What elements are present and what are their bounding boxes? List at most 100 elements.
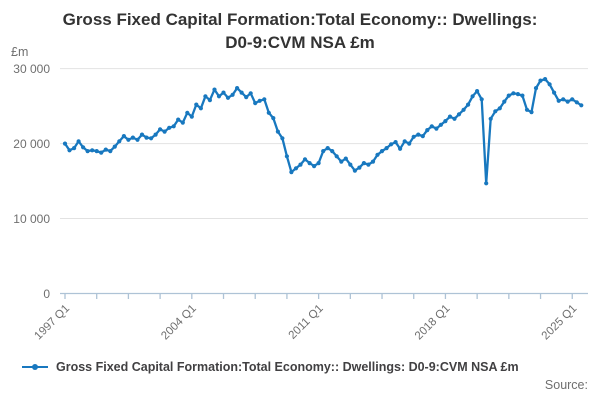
data-point [221, 90, 226, 95]
chart-svg: 0 10 000 20 000 30 000 £m 1997 Q1 2004 Q1 201… [11, 45, 588, 343]
data-point [103, 147, 108, 152]
series-group [62, 77, 584, 186]
data-point [411, 134, 416, 139]
data-point [225, 95, 231, 100]
data-point [112, 144, 117, 149]
page-title-line-1: Gross Fixed Capital Formation:Total Econ… [62, 10, 538, 29]
y-axis-unit-label: £m [11, 45, 28, 59]
data-point [298, 162, 303, 167]
data-point [538, 78, 543, 83]
data-point [284, 154, 289, 159]
data-point [321, 149, 326, 154]
source-label: Source: [544, 378, 588, 392]
data-point [302, 157, 308, 162]
data-point [515, 92, 521, 97]
data-point [85, 149, 90, 154]
data-point [361, 161, 366, 166]
data-point [506, 93, 511, 98]
data-point [447, 114, 453, 119]
data-point [257, 98, 262, 103]
y-tick-label: 30 000 [13, 62, 50, 76]
data-point [271, 116, 276, 121]
data-point [479, 97, 484, 102]
data-point [379, 149, 385, 154]
data-point [99, 150, 104, 155]
data-point [207, 98, 212, 103]
data-point [139, 132, 145, 137]
data-point [466, 102, 471, 107]
data-point [316, 161, 321, 166]
page-title-line-2: D0-9:CVM NSA £m [225, 33, 375, 52]
legend-label: Gross Fixed Capital Formation:Total Econ… [56, 360, 519, 374]
data-point [529, 110, 534, 115]
data-point [203, 94, 208, 99]
data-point [552, 90, 557, 95]
data-point [429, 124, 434, 129]
y-axis-labels: 0 10 000 20 000 30 000 [13, 62, 50, 301]
data-point [189, 114, 194, 119]
data-point [565, 99, 570, 104]
data-point [470, 94, 475, 99]
data-point [497, 106, 502, 111]
data-point [579, 103, 584, 108]
data-point [375, 152, 380, 157]
data-point [325, 146, 330, 151]
data-point [266, 110, 271, 115]
data-point [389, 142, 394, 147]
data-point [194, 102, 199, 107]
data-point [158, 127, 163, 132]
legend-item[interactable]: Gross Fixed Capital Formation:Total Econ… [22, 360, 519, 374]
data-point [144, 135, 149, 140]
x-tick-label: 2011 Q1 [287, 303, 326, 342]
data-point [121, 134, 126, 139]
data-point [230, 92, 235, 97]
data-point [216, 94, 222, 99]
data-point [185, 110, 190, 115]
data-point [176, 117, 181, 122]
x-tick-label: 2025 Q1 [540, 303, 580, 343]
data-point [370, 159, 376, 164]
data-point [443, 119, 448, 124]
data-point [348, 162, 353, 167]
series-line [63, 77, 583, 185]
data-point [94, 149, 99, 154]
data-point [239, 90, 244, 95]
data-point [488, 116, 493, 121]
data-point [570, 97, 575, 102]
data-point [556, 98, 561, 103]
data-point [149, 136, 154, 141]
data-point [212, 87, 217, 92]
line-series-marker-icon [22, 364, 48, 370]
data-point [153, 132, 158, 137]
gridlines [60, 68, 588, 220]
data-point [393, 140, 398, 145]
data-point [416, 132, 421, 137]
data-point [275, 129, 280, 134]
data-point [162, 129, 167, 134]
data-point [67, 148, 72, 153]
data-point [434, 126, 439, 131]
y-tick-label: 20 000 [13, 137, 50, 151]
data-point [407, 141, 412, 146]
data-point [244, 95, 249, 100]
x-tick-label: 1997 Q1 [32, 303, 72, 343]
y-tick-label: 10 000 [13, 212, 50, 226]
data-point [289, 170, 294, 175]
data-point [130, 135, 135, 140]
page-title: Gross Fixed Capital Formation:Total Econ… [0, 8, 600, 54]
data-point [253, 101, 258, 106]
x-axis [60, 292, 588, 299]
data-point [135, 137, 140, 142]
data-point [561, 97, 566, 102]
x-tick-label: 2018 Q1 [413, 303, 453, 343]
data-point [533, 86, 539, 91]
data-point [307, 161, 312, 166]
data-point [108, 149, 113, 154]
data-point [493, 109, 498, 114]
data-point [398, 146, 403, 151]
data-point [235, 86, 240, 91]
data-point [511, 91, 516, 96]
data-point [76, 139, 81, 144]
data-point [456, 112, 462, 117]
